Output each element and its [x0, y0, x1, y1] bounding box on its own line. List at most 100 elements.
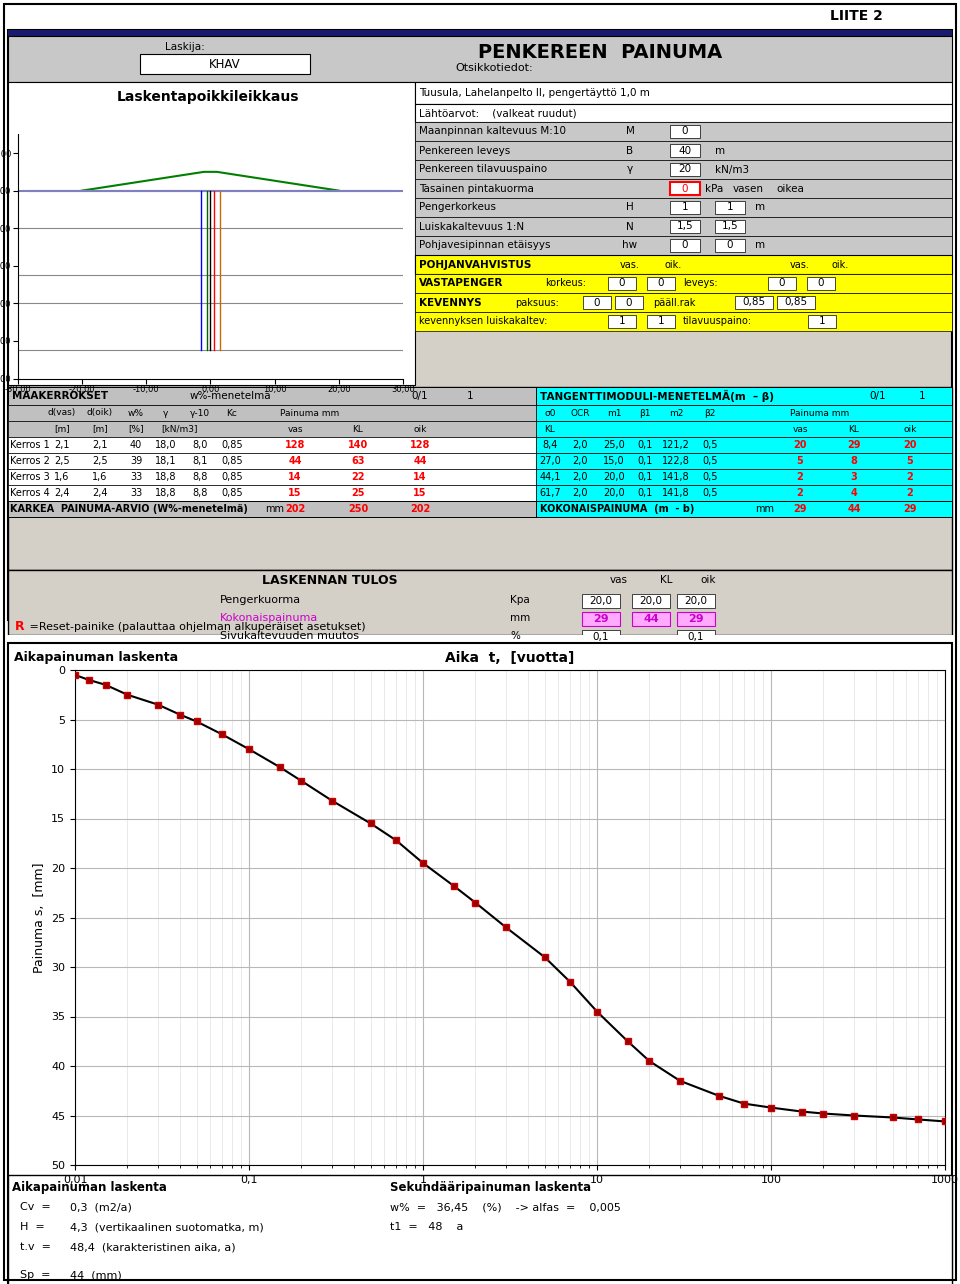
Bar — [536, 485, 952, 501]
Text: 0,5: 0,5 — [703, 456, 718, 466]
Text: mm: mm — [265, 505, 284, 514]
Text: 44  (mm): 44 (mm) — [70, 1270, 122, 1280]
Text: 1: 1 — [919, 392, 925, 401]
Text: Kpa: Kpa — [510, 594, 530, 605]
Text: γ: γ — [163, 408, 169, 417]
Bar — [415, 256, 952, 273]
Text: 15: 15 — [288, 488, 301, 498]
Text: Aikapainuman laskenta: Aikapainuman laskenta — [14, 651, 179, 664]
Text: 250: 250 — [348, 505, 368, 514]
Text: hw: hw — [622, 240, 637, 250]
Text: 4: 4 — [851, 488, 857, 498]
Bar — [735, 297, 773, 309]
Text: m: m — [755, 240, 765, 250]
Text: KL: KL — [544, 425, 556, 434]
Text: 20,0: 20,0 — [589, 596, 612, 606]
Bar — [536, 453, 952, 469]
Text: 0: 0 — [619, 279, 625, 289]
Bar — [8, 501, 536, 517]
Text: R: R — [15, 620, 25, 633]
Text: vas: vas — [287, 425, 302, 434]
Bar — [8, 421, 536, 437]
Text: 122,8: 122,8 — [662, 456, 690, 466]
Text: Pengerkorkeus: Pengerkorkeus — [419, 203, 496, 212]
Bar — [582, 612, 620, 627]
Title: Aika  t,  [vuotta]: Aika t, [vuotta] — [445, 651, 575, 665]
Bar — [536, 501, 952, 517]
Bar — [715, 220, 745, 232]
Text: KL: KL — [660, 575, 673, 586]
Text: 2,5: 2,5 — [92, 456, 108, 466]
Text: Kerros 2: Kerros 2 — [10, 456, 50, 466]
Text: OCR: OCR — [570, 408, 589, 417]
Bar — [670, 125, 700, 137]
Text: vas.: vas. — [620, 259, 640, 270]
Text: 44: 44 — [848, 505, 861, 514]
Text: 8,4: 8,4 — [542, 440, 558, 449]
Bar — [8, 386, 952, 570]
Bar — [8, 82, 415, 385]
Text: w%-menetelmä: w%-menetelmä — [190, 392, 272, 401]
Text: PENKEREEN  PAINUMA: PENKEREEN PAINUMA — [478, 42, 722, 62]
Text: m2: m2 — [669, 408, 684, 417]
Bar — [8, 386, 536, 404]
Text: LASKENNAN TULOS: LASKENNAN TULOS — [262, 574, 397, 587]
Bar — [8, 30, 952, 620]
Text: 2,4: 2,4 — [92, 488, 108, 498]
Text: LIITE 2: LIITE 2 — [830, 9, 883, 23]
Text: kN/m3: kN/m3 — [715, 164, 749, 175]
Bar — [583, 297, 611, 309]
Text: kPa: kPa — [705, 184, 723, 194]
Text: 5: 5 — [797, 456, 804, 466]
Text: 2,4: 2,4 — [55, 488, 70, 498]
Text: Painuma mm: Painuma mm — [280, 408, 340, 417]
Bar — [670, 202, 700, 214]
Text: N: N — [626, 222, 634, 231]
Bar — [415, 273, 952, 293]
Text: 63: 63 — [351, 456, 365, 466]
Text: mm: mm — [755, 505, 774, 514]
Text: KL: KL — [849, 425, 859, 434]
Text: 29: 29 — [793, 505, 806, 514]
Text: Maanpinnan kaltevuus M:10: Maanpinnan kaltevuus M:10 — [419, 127, 566, 136]
Text: Lähtöarvot:    (valkeat ruudut): Lähtöarvot: (valkeat ruudut) — [419, 108, 577, 118]
Text: d(oik): d(oik) — [87, 408, 113, 417]
Bar — [777, 297, 815, 309]
Bar — [677, 612, 715, 627]
Text: 27,0: 27,0 — [540, 456, 561, 466]
Text: KARKEA  PAINUMA-ARVIO (W%-menetelmä): KARKEA PAINUMA-ARVIO (W%-menetelmä) — [10, 505, 248, 514]
Bar — [632, 612, 670, 627]
Text: 2,1: 2,1 — [92, 440, 108, 449]
Text: 0,85: 0,85 — [221, 488, 243, 498]
Text: Painuma mm: Painuma mm — [790, 408, 850, 417]
Text: paksuus:: paksuus: — [515, 298, 559, 307]
Bar — [670, 182, 700, 195]
Text: 33: 33 — [130, 488, 142, 498]
Bar — [536, 421, 952, 437]
Bar — [677, 594, 715, 609]
Bar — [415, 236, 952, 256]
Text: pääll.rak: pääll.rak — [653, 298, 695, 307]
Text: 2,5: 2,5 — [54, 456, 70, 466]
Bar — [8, 1175, 952, 1284]
Text: 44: 44 — [413, 456, 427, 466]
Text: 0,1: 0,1 — [637, 456, 653, 466]
Text: 33: 33 — [130, 473, 142, 482]
Text: Laskija:: Laskija: — [165, 42, 204, 51]
Text: leveys:: leveys: — [683, 279, 718, 289]
Text: 0,1: 0,1 — [687, 632, 705, 642]
Bar — [715, 202, 745, 214]
Text: 0: 0 — [593, 298, 600, 307]
Text: β2: β2 — [705, 408, 716, 417]
Text: 1: 1 — [618, 316, 625, 326]
Bar — [632, 594, 670, 609]
Text: 0: 0 — [682, 240, 688, 250]
Text: 29: 29 — [688, 614, 704, 624]
Bar — [8, 570, 952, 636]
Text: H  =: H = — [20, 1222, 45, 1233]
Text: 48,4  (karakteristinen aika, a): 48,4 (karakteristinen aika, a) — [70, 1242, 235, 1252]
Text: Kerros 4: Kerros 4 — [10, 488, 50, 498]
Text: vas.: vas. — [790, 259, 810, 270]
Bar — [415, 217, 952, 236]
Bar — [807, 277, 835, 290]
